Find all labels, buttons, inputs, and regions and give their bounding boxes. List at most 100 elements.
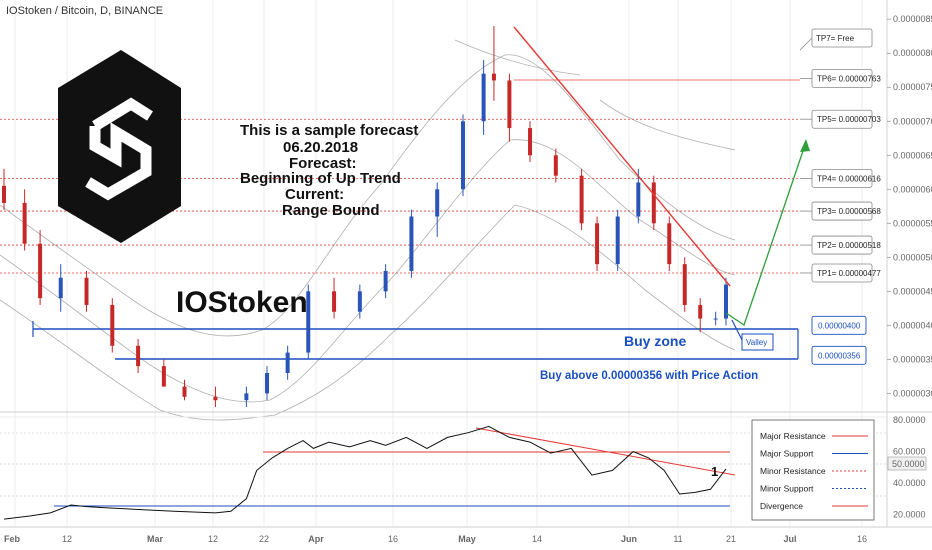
- candle: [110, 298, 115, 353]
- svg-text:Minor Resistance: Minor Resistance: [760, 466, 826, 476]
- price-tick-label: 0.00000300: [893, 388, 932, 398]
- price-tick-label: 0.00000800: [893, 48, 932, 58]
- time-tick-label: Feb: [4, 534, 21, 544]
- symbol-title: IOStoken / Bitcoin, D, BINANCE: [6, 5, 163, 17]
- forecast-text: This is a sample forecast06.20.2018Forec…: [240, 122, 418, 219]
- candle: [528, 121, 533, 163]
- price-tick-label: 0.00000750: [893, 82, 932, 92]
- candle: [636, 168, 641, 224]
- candle: [2, 168, 6, 210]
- time-tick-label: May: [458, 534, 476, 544]
- zone-price-boxes: 0.00000400 0.00000356: [811, 315, 867, 365]
- tp-callout: TP4= 0.00000616: [800, 169, 881, 188]
- rsi-current-value: 50.0000: [892, 459, 925, 469]
- tp-label: TP6= 0.00000763: [817, 74, 881, 83]
- forecast-line: This is a sample forecast: [240, 122, 418, 139]
- price-tick-label: 0.00000400: [893, 320, 932, 330]
- candle: [244, 386, 249, 407]
- candle: [481, 60, 486, 135]
- up-arrow: [725, 139, 810, 327]
- price-tick-label: 0.00000650: [893, 150, 932, 160]
- candle: [507, 73, 512, 142]
- legend-item: Major Support: [760, 449, 868, 459]
- price-tick-label: 0.00000550: [893, 218, 932, 228]
- price-tick-label: 0.00000500: [893, 252, 932, 262]
- candles: [2, 26, 728, 407]
- candle: [651, 175, 656, 231]
- time-tick-label: Jul: [783, 534, 796, 544]
- svg-text:Minor Support: Minor Support: [760, 484, 814, 494]
- svg-text:0.00000356: 0.00000356: [818, 351, 861, 360]
- forecast-line: Beginning of Up Trend: [240, 170, 401, 187]
- candle: [553, 148, 558, 183]
- rsi-tick-label: 20.0000: [893, 509, 926, 519]
- candle: [491, 26, 496, 101]
- legend-item: Minor Resistance: [760, 466, 868, 476]
- candle: [161, 359, 166, 387]
- tp-label: TP3= 0.00000568: [817, 207, 881, 216]
- forecast-line: Forecast:: [289, 155, 357, 172]
- legend-item: Divergence: [760, 501, 868, 511]
- tp-callout: TP7= Free: [799, 28, 873, 51]
- price-tick-label: 0.00000700: [893, 116, 932, 126]
- time-tick-label: 22: [259, 534, 269, 544]
- time-tick-label: 12: [208, 534, 218, 544]
- brand-title: IOStoken: [176, 286, 308, 319]
- svg-text:Major Support: Major Support: [760, 449, 814, 459]
- candle: [22, 189, 27, 251]
- tp-label: TP2= 0.00000518: [817, 241, 881, 250]
- rsi-tick-label: 60.0000: [893, 447, 926, 457]
- candle: [213, 386, 218, 407]
- price-tick-label: 0.00000850: [893, 14, 932, 24]
- candle: [306, 284, 311, 360]
- bollinger-bands: [0, 39, 736, 421]
- rsi-divergence-line: [475, 427, 736, 476]
- buy-zone: [32, 321, 799, 360]
- legend-item: Minor Support: [760, 484, 868, 494]
- tp-label: TP5= 0.00000703: [817, 115, 881, 124]
- rsi-line: [3, 425, 727, 520]
- time-tick-label: 16: [388, 534, 398, 544]
- time-tick-label: 12: [62, 534, 72, 544]
- rsi-marker: 1: [711, 464, 718, 479]
- candle: [698, 298, 703, 333]
- candle: [136, 338, 141, 373]
- valley-callout: Valley: [731, 319, 774, 351]
- price-tick-label: 0.00000450: [893, 286, 932, 296]
- candle: [58, 264, 63, 312]
- legend: Major Resistance Major Support Minor Resis…: [751, 419, 875, 521]
- forecast-line: Range Bound: [282, 202, 380, 219]
- candle: [595, 216, 600, 271]
- candle: [724, 277, 728, 326]
- svg-text:Major Resistance: Major Resistance: [760, 431, 826, 441]
- tp-label: TP7= Free: [816, 34, 855, 43]
- tp-label: TP4= 0.00000616: [817, 174, 881, 183]
- time-tick-label: 11: [673, 534, 682, 544]
- zone-price-box: 0.00000356: [811, 345, 867, 365]
- candle: [615, 209, 620, 271]
- candle: [84, 270, 89, 312]
- time-tick-label: Jun: [621, 534, 637, 544]
- candle: [38, 230, 43, 305]
- valley-label: Valley: [746, 338, 767, 347]
- tp-callout: TP6= 0.00000763: [800, 68, 881, 88]
- price-axis: 0.00000850 0.00000800 0.00000750 0.00000700…: [886, 0, 932, 412]
- svg-text:Divergence: Divergence: [760, 501, 803, 511]
- tp-callout: TP5= 0.00000703: [800, 109, 881, 129]
- buy-zone-label: Buy zone: [624, 333, 686, 349]
- candle: [265, 366, 270, 401]
- candle: [579, 168, 584, 231]
- major-resistance-trendline: [513, 26, 731, 287]
- time-tick-label: 14: [532, 534, 542, 544]
- svg-text:0.00000400: 0.00000400: [818, 321, 861, 330]
- candle: [182, 379, 187, 401]
- price-tick-label: 0.00000350: [893, 354, 932, 364]
- buy-above-label: Buy above 0.00000356 with Price Action: [540, 370, 758, 382]
- rsi-panel: 1 80.0000 60.0000 40.0000 20.0000 50.0000: [0, 411, 932, 527]
- legend-item: Major Resistance: [760, 431, 868, 441]
- time-tick-label: Apr: [308, 534, 324, 544]
- candle: [460, 114, 465, 197]
- candle: [682, 257, 687, 312]
- time-tick-label: Mar: [147, 534, 164, 544]
